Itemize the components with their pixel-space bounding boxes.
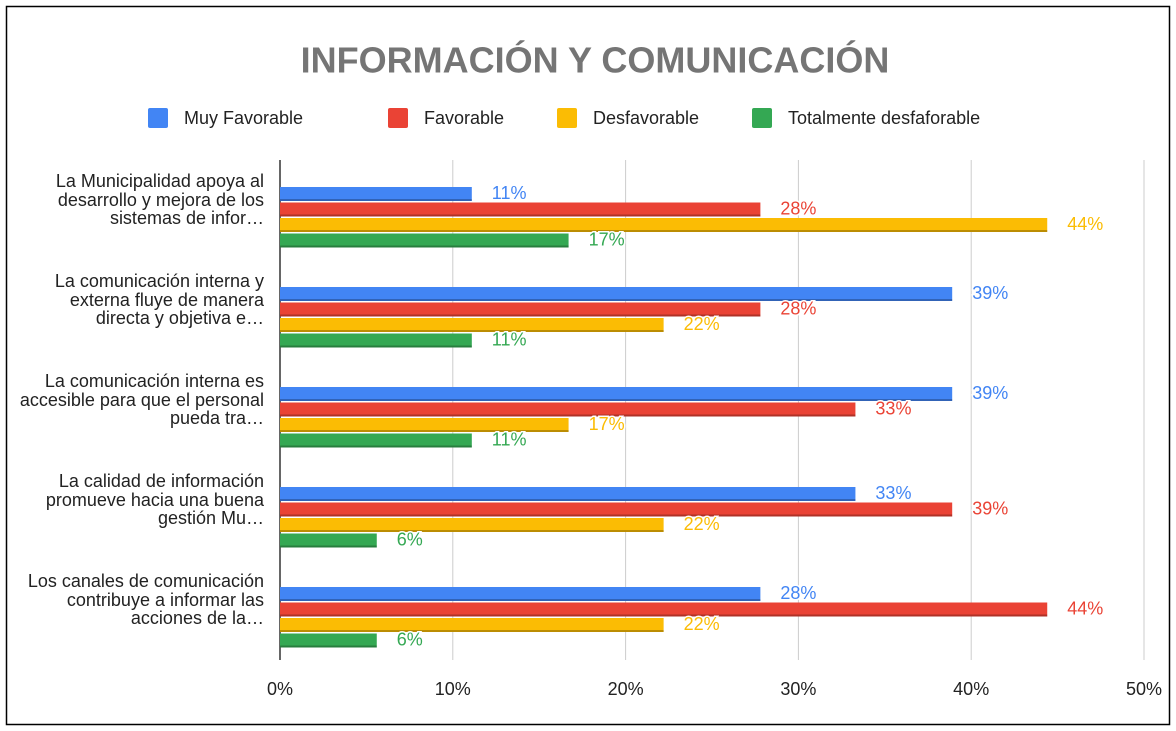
- bar-shade: [280, 545, 377, 548]
- legend-label: Totalmente desfaforable: [788, 108, 980, 128]
- bar-shade: [280, 514, 953, 517]
- x-tick-label: 0%: [267, 679, 293, 699]
- y-tick-label: La Municipalidad apoya al desarrollo y m…: [55, 172, 264, 229]
- bar: [280, 602, 1048, 617]
- data-label: 28%: [780, 298, 816, 318]
- bar-shade: [280, 299, 953, 301]
- data-label: 6%: [397, 629, 423, 649]
- bar-shade: [280, 199, 472, 201]
- data-label: 33%: [875, 483, 911, 503]
- legend-swatch: [148, 108, 168, 128]
- legend-label: Favorable: [424, 108, 504, 128]
- x-tick-label: 30%: [780, 679, 816, 699]
- bar-shade: [280, 414, 856, 417]
- x-tick-label: 40%: [953, 679, 989, 699]
- bar: [280, 433, 472, 448]
- data-label: 28%: [780, 198, 816, 218]
- bar-shade: [280, 230, 1048, 232]
- bar: [280, 318, 664, 332]
- bar-shade: [280, 645, 377, 648]
- bar: [280, 533, 377, 548]
- bar: [280, 487, 856, 501]
- data-label: 17%: [589, 414, 625, 434]
- bar: [280, 402, 856, 417]
- bar-shade: [280, 445, 472, 448]
- data-label: 11%: [492, 329, 527, 349]
- bar: [280, 202, 761, 217]
- data-label: 39%: [972, 283, 1008, 303]
- bar: [280, 633, 377, 648]
- bar-shade: [280, 314, 761, 317]
- bar-shade: [280, 599, 761, 601]
- y-tick-label: La calidad de información promueve hacia…: [45, 472, 264, 529]
- bar: [280, 218, 1048, 232]
- data-label: 22%: [684, 314, 720, 334]
- legend-label: Muy Favorable: [184, 108, 303, 128]
- legend-swatch: [557, 108, 577, 128]
- bar-shade: [280, 330, 664, 332]
- bar: [280, 618, 664, 632]
- x-tick-label: 10%: [435, 679, 471, 699]
- bar: [280, 587, 761, 601]
- bar: [280, 233, 569, 248]
- bar-shade: [280, 614, 1048, 617]
- bar: [280, 333, 472, 348]
- bar: [280, 187, 472, 201]
- bar: [280, 302, 761, 317]
- legend-swatch: [752, 108, 772, 128]
- data-label: 22%: [684, 614, 720, 634]
- data-label: 39%: [972, 498, 1008, 518]
- data-label: 11%: [492, 429, 527, 449]
- bar: [280, 518, 664, 532]
- data-label: 11%: [492, 183, 527, 203]
- bar: [280, 418, 569, 432]
- x-tick-label: 50%: [1126, 679, 1162, 699]
- bar-shade: [280, 399, 953, 401]
- bar-shade: [280, 499, 856, 501]
- data-label: 22%: [684, 514, 720, 534]
- legend-label: Desfavorable: [593, 108, 699, 128]
- bar-shade: [280, 530, 664, 532]
- x-tick-label: 20%: [608, 679, 644, 699]
- legend-swatch: [388, 108, 408, 128]
- chart-title: INFORMACIÓN Y COMUNICACIÓN: [301, 39, 890, 81]
- y-tick-label: La comunicación interna es accesible par…: [19, 372, 264, 429]
- y-tick-label: La comunicación interna y externa fluye …: [54, 272, 264, 329]
- data-label: 39%: [972, 383, 1008, 403]
- y-tick-label: Los canales de comunicación contribuye a…: [27, 572, 264, 629]
- bar-shade: [280, 245, 569, 248]
- data-label: 6%: [397, 529, 423, 549]
- data-label: 44%: [1067, 214, 1103, 234]
- bar: [280, 287, 953, 301]
- bar: [280, 502, 953, 517]
- bar: [280, 387, 953, 401]
- bar-shade: [280, 430, 569, 432]
- data-label: 28%: [780, 583, 816, 603]
- data-label: 44%: [1067, 598, 1103, 618]
- bar-shade: [280, 630, 664, 632]
- data-label: 33%: [875, 398, 911, 418]
- bar-shade: [280, 214, 761, 217]
- data-label: 17%: [589, 229, 625, 249]
- bar-shade: [280, 345, 472, 348]
